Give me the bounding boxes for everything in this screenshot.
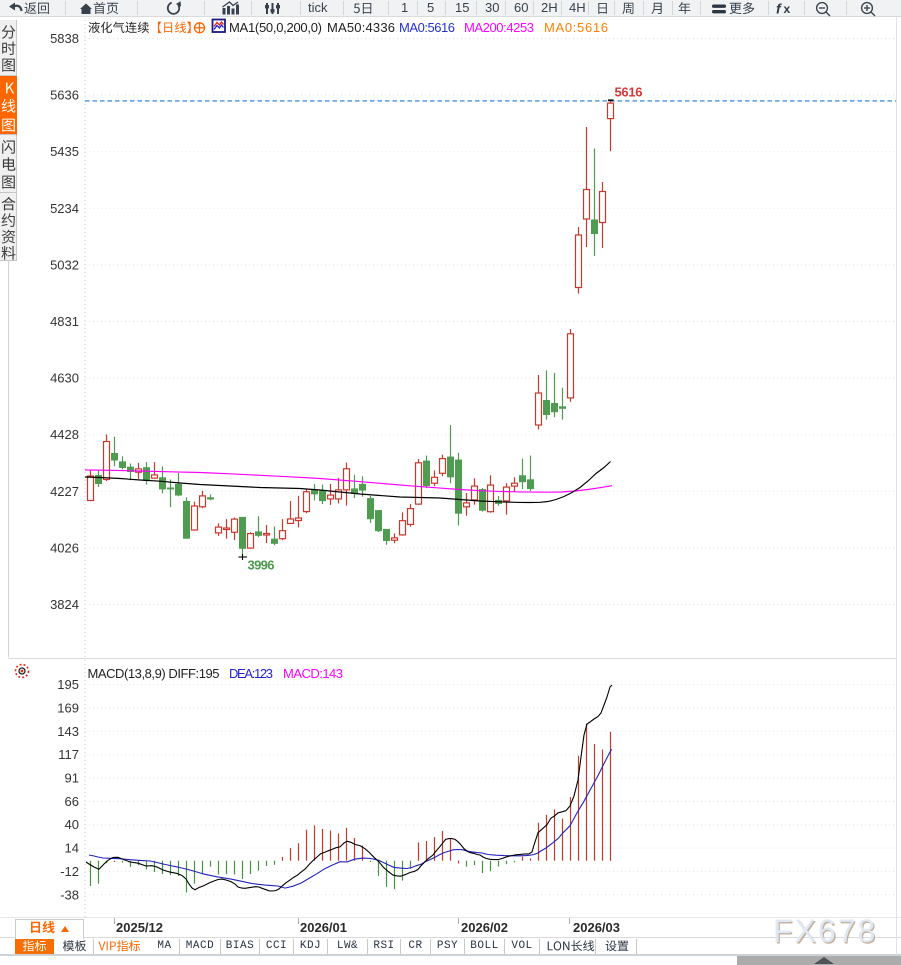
svg-text:5435: 5435 — [50, 144, 79, 159]
svg-text:4630: 4630 — [50, 371, 79, 386]
svg-text:40: 40 — [65, 817, 79, 832]
svg-text:x: x — [784, 2, 791, 16]
svg-text:117: 117 — [58, 747, 79, 762]
svg-text:4227: 4227 — [50, 484, 79, 499]
svg-text:143: 143 — [57, 724, 79, 739]
svg-text:f: f — [776, 1, 782, 17]
svg-text:-38: -38 — [60, 887, 79, 902]
svg-text:MA200:4253: MA200:4253 — [464, 20, 534, 35]
svg-text:4831: 4831 — [50, 314, 79, 329]
svg-text:MACD(13,8,9) DIFF:195: MACD(13,8,9) DIFF:195 — [88, 666, 220, 681]
svg-text:66: 66 — [65, 794, 79, 809]
svg-text:5636: 5636 — [50, 88, 79, 103]
svg-text:-12: -12 — [60, 864, 79, 879]
svg-text:DEA:123: DEA:123 — [229, 666, 273, 681]
svg-text:4428: 4428 — [50, 427, 79, 442]
svg-text:91: 91 — [65, 771, 79, 786]
svg-text:195: 195 — [57, 677, 79, 692]
svg-text:4026: 4026 — [50, 540, 79, 555]
svg-text:MA0:5616: MA0:5616 — [544, 20, 608, 35]
svg-text:3996: 3996 — [248, 558, 275, 573]
svg-text:MACD:143: MACD:143 — [283, 666, 343, 681]
svg-text:5616: 5616 — [615, 85, 643, 100]
svg-text:5838: 5838 — [50, 31, 79, 46]
svg-text:14: 14 — [65, 841, 79, 856]
svg-text:169: 169 — [57, 701, 79, 716]
svg-text:MA0:5616: MA0:5616 — [399, 20, 455, 35]
svg-text:MA1(50,0,200,0): MA1(50,0,200,0) — [229, 20, 322, 35]
svg-text:5032: 5032 — [50, 257, 79, 272]
svg-text:5234: 5234 — [50, 201, 79, 216]
svg-text:3824: 3824 — [50, 597, 79, 612]
svg-text:MA50:4336: MA50:4336 — [327, 20, 395, 35]
